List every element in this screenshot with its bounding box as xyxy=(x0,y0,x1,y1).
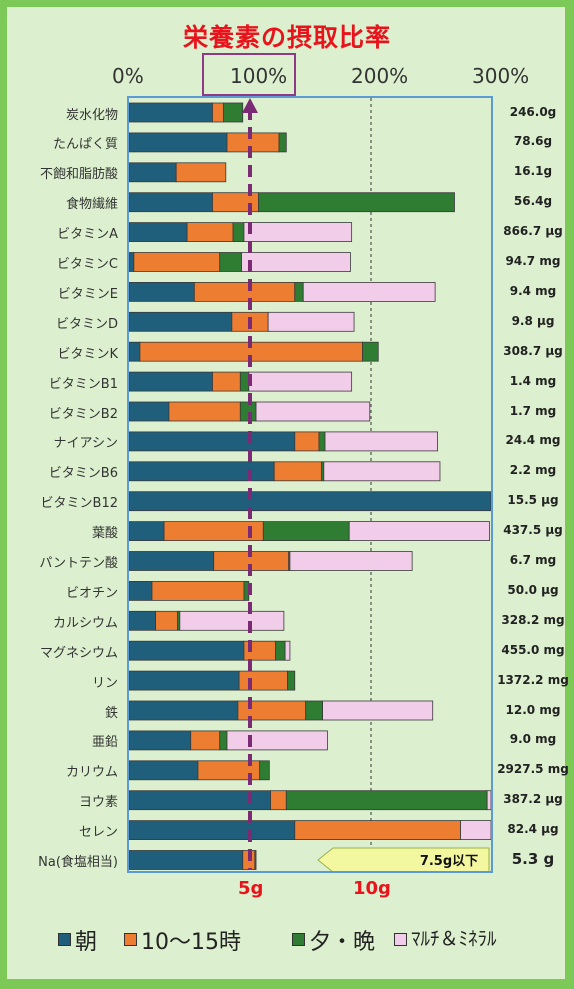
amount-label: 9.0 mg xyxy=(509,732,557,747)
bar-segment-multi xyxy=(289,551,413,571)
amount-label: 1372.2 mg xyxy=(497,672,569,687)
bar-segment-multi xyxy=(324,431,438,452)
amount-label: 6.7 mg xyxy=(509,553,557,567)
sodium-limit-arrow xyxy=(317,847,490,873)
row-label: カリウム xyxy=(65,765,118,781)
legend-swatch xyxy=(394,933,407,946)
chart-title: 栄養素の摂取比率 xyxy=(182,23,391,52)
row-label: ビタミンB12 xyxy=(40,496,118,512)
bar-segment-multi xyxy=(255,401,371,422)
bar-segment-midday xyxy=(175,162,227,183)
row-label: 不飽和脂肪酸 xyxy=(39,167,118,183)
row-label: たんぱく質 xyxy=(52,137,118,153)
gram-scale-label: 10g xyxy=(353,878,391,899)
bar-segment-multi xyxy=(243,222,353,243)
amount-label: 5.3 g xyxy=(511,850,555,868)
legend-swatch xyxy=(58,933,71,946)
amount-label: 387.2 μg xyxy=(503,792,563,807)
sodium-limit-note: 7.5g以下 xyxy=(420,854,478,869)
row-label: ビタミンB2 xyxy=(48,406,118,422)
amount-label: 16.1g xyxy=(513,164,553,179)
amount-label: 12.0 mg xyxy=(505,702,561,717)
amount-label: 50.0 μg xyxy=(507,582,559,597)
amount-label: 78.6g xyxy=(513,134,553,149)
amount-label: 437.5 μg xyxy=(503,523,563,538)
bar-segment-evening xyxy=(258,192,455,213)
plot-frame xyxy=(127,96,493,873)
bar-segment-multi xyxy=(241,252,351,272)
x-tick-label: 100% xyxy=(230,64,288,88)
reference-arrow-head xyxy=(242,98,258,113)
amount-label: 308.7 μg xyxy=(503,343,563,358)
amount-label: 328.2 mg xyxy=(501,612,565,627)
legend-label: 10～15時 xyxy=(141,930,241,955)
amount-label: 94.7 mg xyxy=(505,254,561,268)
amount-label: 866.7 μg xyxy=(503,224,563,239)
row-label: 炭水化物 xyxy=(65,107,118,123)
row-label: ヨウ素 xyxy=(78,795,118,811)
amount-label: 24.4 mg xyxy=(505,433,561,448)
legend-swatch xyxy=(124,933,137,946)
bar-segment-multi xyxy=(302,281,436,302)
bar-segment-multi xyxy=(284,640,291,661)
bar-segment-evening xyxy=(362,341,379,362)
amount-label: 9.8 μg xyxy=(511,313,555,328)
row-label: セレン xyxy=(78,825,118,841)
x-tick-label: 200% xyxy=(351,64,409,88)
legend-label: 夕・晩 xyxy=(309,930,376,955)
row-label: ビタミンD xyxy=(55,316,118,332)
amount-label: 9.4 mg xyxy=(509,283,557,298)
row-label: パントテン酸 xyxy=(39,556,118,571)
amount-label: 2927.5 mg xyxy=(497,762,569,777)
row-label: カルシウム xyxy=(52,615,118,631)
legend: 朝 10～15時 夕・晩 ﾏﾙﾁ＆ﾐﾈﾗﾙ xyxy=(0,922,574,962)
bar-segment-multi xyxy=(323,461,441,482)
row-label: マグネシウム xyxy=(39,645,118,661)
legend-label: 朝 xyxy=(75,930,98,955)
amount-label: 246.0g xyxy=(509,104,557,119)
x-tick-label: 0% xyxy=(112,64,144,88)
row-label: Na(食塩相当) xyxy=(38,855,118,870)
row-label: ビタミンK xyxy=(57,346,118,362)
x-tick-label: 300% xyxy=(472,64,530,88)
bar-segment-multi xyxy=(267,311,355,332)
bar-segment-multi xyxy=(179,610,285,631)
amount-label: 82.4 μg xyxy=(507,822,559,837)
row-label: ビタミンB1 xyxy=(48,376,118,392)
reference-highlight-box xyxy=(202,53,296,96)
bar-segment-evening xyxy=(287,670,296,691)
row-label: ビタミンE xyxy=(57,286,118,302)
row-label: ナイアシン xyxy=(53,436,118,452)
row-label: 葉酸 xyxy=(91,526,118,542)
amount-label: 1.7 mg xyxy=(509,403,557,418)
amount-label: 56.4g xyxy=(513,194,553,209)
amount-label: 2.2 mg xyxy=(509,463,557,478)
row-label: ビタミンB6 xyxy=(48,466,118,482)
row-label: 鉄 xyxy=(104,705,118,721)
row-label: ビタミンA xyxy=(57,227,118,243)
bar-segment-multi xyxy=(226,730,328,751)
amount-label: 1.4 mg xyxy=(509,373,557,388)
row-label: リン xyxy=(91,675,118,691)
legend-label: ﾏﾙﾁ＆ﾐﾈﾗﾙ xyxy=(411,928,497,950)
bar-segment-evening xyxy=(254,850,257,870)
row-label: 食物繊維 xyxy=(65,197,118,213)
row-label: 亜鉛 xyxy=(91,735,118,751)
amount-label: 15.5 μg xyxy=(507,493,559,508)
bar-segment-evening xyxy=(259,760,270,781)
bar-segment-evening xyxy=(278,132,287,153)
row-label: ビタミンC xyxy=(56,257,118,272)
bar-segment-multi xyxy=(322,700,434,721)
amount-label: 455.0 mg xyxy=(501,642,565,657)
gram-scale-label: 5g xyxy=(238,878,264,899)
bar-segment-multi xyxy=(348,521,490,541)
row-label: ビオチン xyxy=(65,585,118,601)
legend-swatch xyxy=(292,933,305,946)
